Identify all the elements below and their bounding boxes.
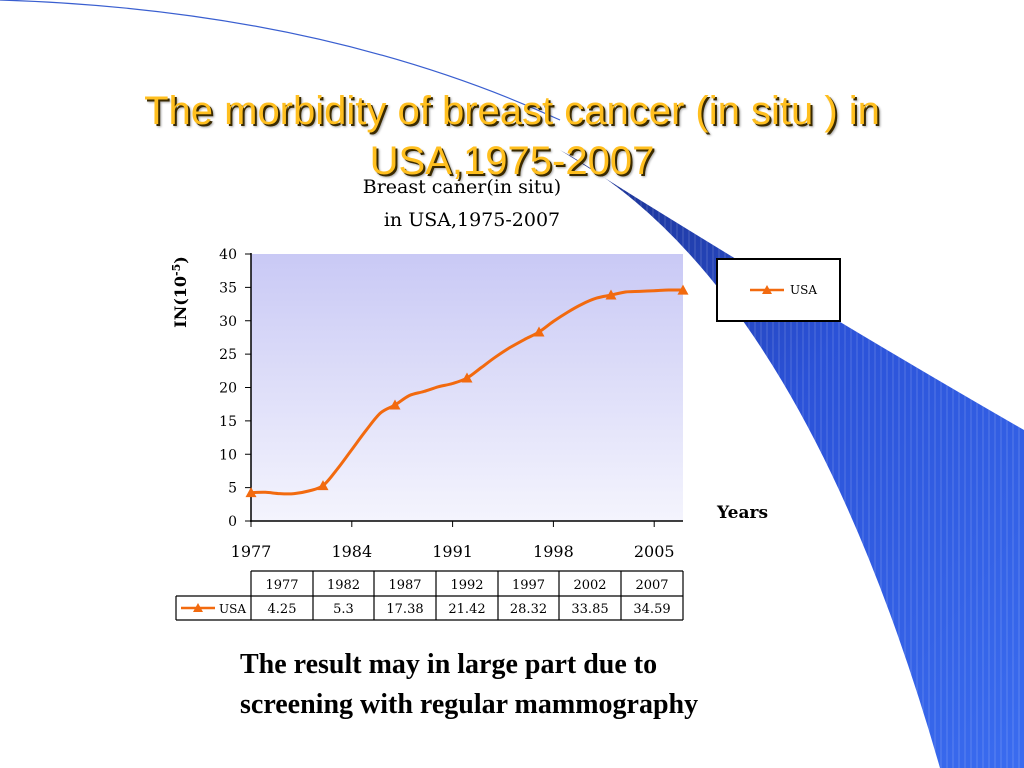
- caption-line2: screening with regular mammography: [240, 689, 699, 720]
- swoosh-thin-arc: [0, 0, 561, 121]
- series-point-usa: [533, 326, 545, 337]
- legend-swatch-marker: [762, 285, 772, 294]
- table-value-cell: 28.32: [510, 602, 547, 617]
- table-row-label: USA: [219, 602, 246, 616]
- y-tick-label: 15: [219, 414, 237, 430]
- caption: The result may in large part due to scree…: [240, 645, 840, 725]
- table-value-cell: 5.3: [333, 602, 354, 617]
- x-tick-label: 1991: [432, 542, 473, 561]
- data-table: 1977 4.25 1982 5.3 1987 17.38 1992 21.42 1997 28.…: [175, 570, 684, 621]
- y-tick-label: 25: [219, 347, 237, 363]
- series-point-usa: [605, 289, 617, 300]
- y-tick-label: 10: [219, 447, 237, 463]
- y-axis-label-text: IN(10: [171, 276, 190, 328]
- y-tick-label: 0: [228, 514, 237, 530]
- x-tick-label: 1998: [533, 542, 574, 561]
- table-legend-marker: [193, 603, 203, 612]
- y-axis-label: IN(10-5): [170, 256, 190, 328]
- series-point-usa: [461, 372, 473, 383]
- swoosh-band-texture: [560, 150, 1024, 768]
- series-point-usa: [389, 399, 401, 410]
- y-tick-label: 30: [219, 314, 237, 330]
- table-value-cell: 17.38: [386, 602, 423, 617]
- table-value-cell: 33.85: [571, 602, 608, 617]
- svg-text:IN(10-5): IN(10-5): [170, 256, 190, 328]
- table-value-cell: 34.59: [633, 602, 670, 617]
- series-point-usa: [317, 480, 329, 491]
- table-year-cell: 2002: [573, 578, 606, 593]
- y-axis-label-close: ): [171, 256, 190, 264]
- legend: USA: [716, 258, 841, 322]
- y-tick-label: 35: [219, 280, 237, 296]
- legend-label-usa: USA: [790, 283, 817, 297]
- y-axis-label-exponent: -5: [170, 264, 183, 276]
- slide-title: The morbidity of breast cancer (in situ …: [144, 89, 880, 183]
- x-axis-label: Years: [716, 503, 768, 523]
- x-tick-label: 1984: [331, 542, 372, 561]
- y-tick-label: 5: [228, 481, 237, 497]
- table-year-cell: 1987: [388, 578, 421, 593]
- x-tick-label: 1977: [231, 542, 272, 561]
- chart-title-line1: Breast caner(in situ): [363, 176, 561, 198]
- series-point-usa: [245, 487, 257, 498]
- table-year-cell: 1997: [512, 578, 545, 593]
- table-year-cell: 2007: [635, 578, 668, 593]
- y-tick-label: 40: [219, 247, 237, 263]
- table-year-cell: 1982: [327, 578, 360, 593]
- series-point-usa: [677, 284, 689, 295]
- table-value-cell: 4.25: [268, 602, 297, 617]
- chart-title-line2: in USA,1975-2007: [384, 209, 560, 231]
- y-tick-label: 20: [219, 381, 237, 397]
- table-year-cell: 1992: [450, 578, 483, 593]
- caption-line1: The result may in large part due to: [240, 649, 658, 680]
- x-tick-label: 2005: [634, 542, 675, 561]
- table-year-cell: 1977: [265, 578, 298, 593]
- table-value-cell: 21.42: [448, 602, 485, 617]
